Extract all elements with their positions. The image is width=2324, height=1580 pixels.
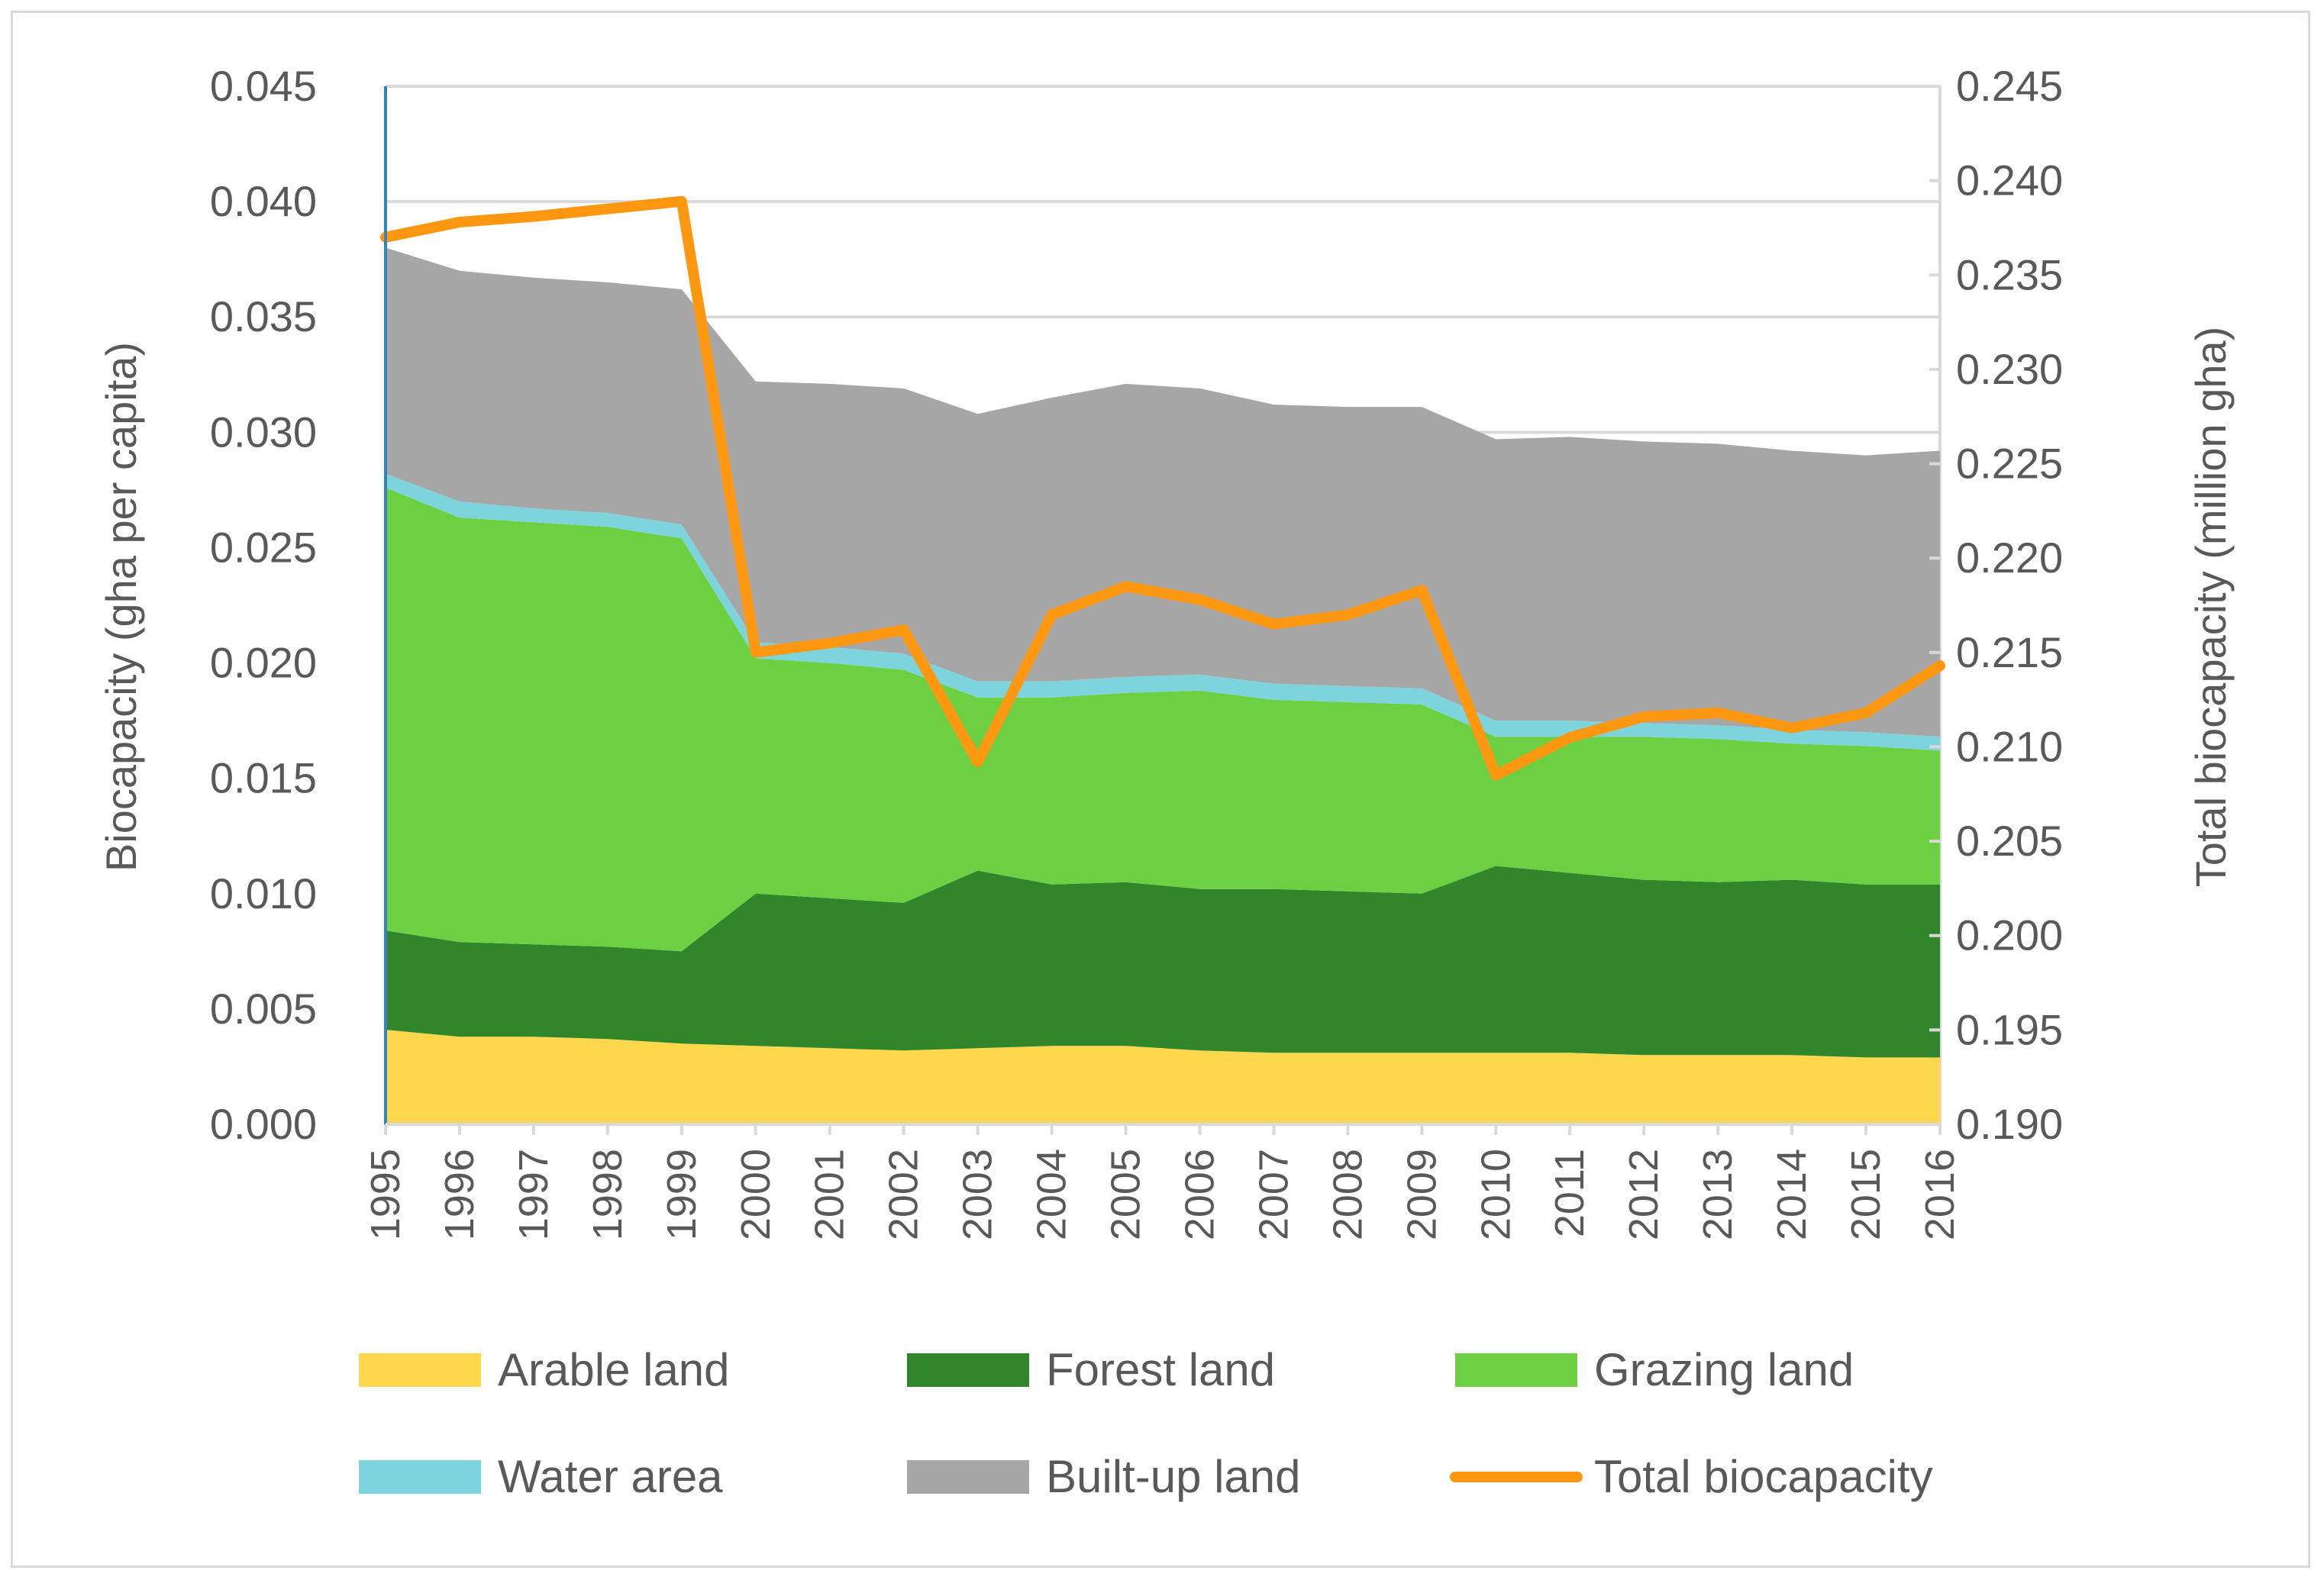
y2-tick-label: 0.215 <box>1956 628 2063 676</box>
legend-label: Forest land <box>1046 1344 1275 1395</box>
y-tick-label: 0.040 <box>210 177 317 225</box>
y-tick-label: 0.045 <box>210 62 317 110</box>
x-tick-label: 2005 <box>1103 1149 1149 1240</box>
stacked-areas <box>386 247 1940 1124</box>
legend-item-water-area: Water area <box>359 1451 723 1502</box>
legend-label: Water area <box>498 1451 723 1502</box>
x-tick-label: 2012 <box>1621 1149 1667 1240</box>
tick-labels: 0.000 0.005 0.010 0.015 0.020 0.025 0.030 0.035… <box>210 62 2063 1240</box>
y2-tick-label: 0.190 <box>1956 1100 2063 1148</box>
x-tick-label: 2011 <box>1547 1149 1593 1237</box>
y-tick-label: 0.035 <box>210 292 317 340</box>
y-tick-label: 0.005 <box>210 985 317 1033</box>
x-tick-label: 2015 <box>1843 1149 1889 1240</box>
axis-titles: Biocapacity (gha per capita) Total bioca… <box>97 327 2235 888</box>
x-tick-label: 2016 <box>1917 1149 1963 1240</box>
y-tick-label: 0.010 <box>210 869 317 917</box>
legend-item-built-up-land: Built-up land <box>907 1451 1301 1502</box>
x-tick-label: 2014 <box>1769 1149 1815 1240</box>
legend-swatch <box>1455 1353 1577 1387</box>
x-tick-label: 2008 <box>1325 1149 1370 1240</box>
legend-label: Built-up land <box>1046 1451 1301 1502</box>
area-arable-land <box>386 1030 1940 1124</box>
area-forest-land <box>386 866 1940 1058</box>
x-tick-label: 2000 <box>733 1149 779 1240</box>
y2-tick-label: 0.245 <box>1956 62 2063 110</box>
legend-item-grazing-land: Grazing land <box>1455 1344 1854 1395</box>
legend-swatch <box>907 1460 1029 1494</box>
legend: Arable land Forest land Grazing land Water … <box>359 1344 1933 1502</box>
x-tick-label: 1998 <box>585 1149 631 1240</box>
x-tick-label: 2003 <box>955 1149 1001 1240</box>
y2-tick-label: 0.225 <box>1956 440 2063 488</box>
y-tick-label: 0.020 <box>210 639 317 687</box>
x-tick-label: 1996 <box>437 1149 483 1240</box>
x-tick-label: 2006 <box>1177 1149 1222 1240</box>
legend-label: Total biocapacity <box>1594 1451 1933 1502</box>
area-built-up-land <box>386 247 1940 737</box>
legend-label: Arable land <box>498 1344 730 1395</box>
y-tick-label: 0.030 <box>210 408 317 456</box>
y-tick-label: 0.000 <box>210 1100 317 1148</box>
legend-swatch <box>359 1353 481 1387</box>
y2-tick-label: 0.240 <box>1956 156 2063 205</box>
legend-item-forest-land: Forest land <box>907 1344 1275 1395</box>
y2-axis-title: Total biocapacity (million gha) <box>2187 327 2235 888</box>
x-tick-label: 2013 <box>1695 1149 1741 1240</box>
legend-label: Grazing land <box>1594 1344 1854 1395</box>
axes <box>384 85 1942 1135</box>
x-tick-label: 2001 <box>807 1149 853 1240</box>
area-grazing-land <box>386 487 1940 952</box>
y2-tick-label: 0.220 <box>1956 534 2063 582</box>
legend-swatch <box>907 1353 1029 1387</box>
total-line-layer <box>380 195 1945 781</box>
y2-tick-label: 0.195 <box>1956 1005 2063 1053</box>
legend-swatch <box>359 1460 481 1494</box>
x-tick-label: 2010 <box>1473 1149 1519 1240</box>
legend-item-arable-land: Arable land <box>359 1344 730 1395</box>
x-tick-label: 1999 <box>659 1149 705 1240</box>
y2-tick-label: 0.210 <box>1956 722 2063 770</box>
x-tick-label: 2007 <box>1251 1149 1296 1240</box>
line-total-biocapacity <box>380 195 1945 781</box>
legend-item-total-biocapacity: Total biocapacity <box>1450 1451 1933 1502</box>
y2-tick-label: 0.230 <box>1956 345 2063 393</box>
y-axis-title: Biocapacity (gha per capita) <box>97 342 145 872</box>
y2-tick-label: 0.200 <box>1956 911 2063 959</box>
y-tick-label: 0.025 <box>210 523 317 571</box>
x-tick-label: 1997 <box>511 1149 557 1240</box>
y-tick-label: 0.015 <box>210 754 317 802</box>
x-tick-label: 2009 <box>1399 1149 1444 1240</box>
x-tick-label: 2004 <box>1029 1149 1075 1240</box>
x-tick-label: 2002 <box>881 1149 927 1240</box>
y2-tick-label: 0.235 <box>1956 250 2063 298</box>
x-tick-label: 1995 <box>363 1149 408 1240</box>
y2-tick-label: 0.205 <box>1956 817 2063 865</box>
